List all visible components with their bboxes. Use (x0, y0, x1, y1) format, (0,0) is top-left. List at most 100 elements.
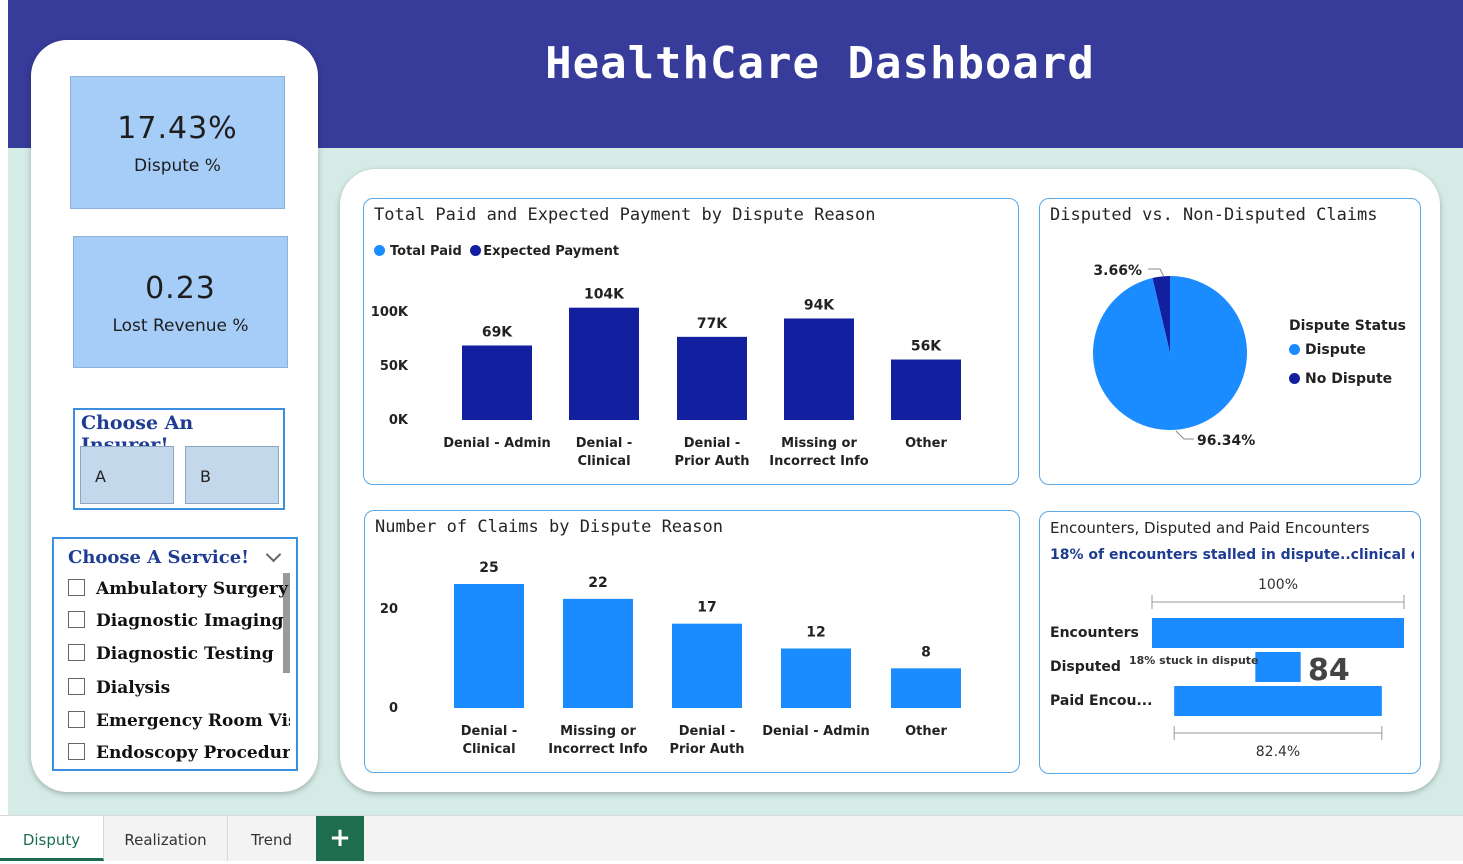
encounters-subtitle: 18% of encounters stalled in dispute..cl… (1050, 547, 1414, 563)
x-tick-label: Incorrect Info (548, 742, 648, 757)
pie-chart: 3.66% 96.34% (1093, 263, 1255, 449)
payment-chart-card: Total Paid and Expected Payment by Dispu… (363, 198, 1019, 485)
y-tick-label: 0 (389, 701, 398, 716)
tab-realization[interactable]: Realization (104, 816, 228, 861)
legend-label: Total Paid (390, 244, 462, 259)
service-slicer: Choose A Service! Ambulatory Surgery Dia… (52, 537, 298, 771)
checkbox[interactable] (68, 644, 85, 661)
y-tick-label: 100K (371, 305, 409, 320)
data-label: 3.66% (1093, 263, 1142, 279)
legend-item-total-paid[interactable]: Total Paid (374, 244, 462, 259)
bar (677, 336, 747, 420)
funnel-bar (1255, 652, 1301, 682)
bar (891, 668, 961, 708)
service-item-label: Diagnostic Imaging (96, 611, 284, 631)
data-label: 69K (482, 324, 513, 340)
y-tick-label: 50K (380, 359, 409, 374)
top-percent-label: 100% (1258, 577, 1298, 593)
pie-legend-title: Dispute Status (1289, 318, 1407, 334)
x-tick-label: Prior Auth (669, 742, 744, 757)
service-item[interactable]: Ambulatory Surgery (68, 579, 290, 603)
bottom-percent-label: 82.4% (1256, 744, 1300, 760)
service-item-label: Emergency Room Vis... (96, 711, 290, 731)
x-tick-label: Denial - (461, 724, 517, 739)
checkbox[interactable] (68, 711, 85, 728)
chevron-down-icon[interactable] (265, 546, 282, 563)
checkbox[interactable] (68, 579, 85, 596)
service-item-label: Diagnostic Testing (96, 644, 274, 664)
service-scrollbar[interactable] (283, 573, 290, 673)
data-label: 96.34% (1197, 433, 1255, 449)
legend-item-dispute[interactable]: Dispute (1289, 342, 1366, 358)
add-tab-button[interactable]: + (316, 816, 364, 861)
pie-chart-title: Disputed vs. Non-Disputed Claims (1050, 205, 1378, 225)
stuck-annotation: 18% stuck in dispute (1129, 654, 1259, 667)
payment-bar-chart: 0K 50K 100K 69K Denial - Admin 104K Denial - Cl… (371, 287, 961, 469)
data-label: 77K (697, 316, 728, 332)
kpi-value: 0.23 (145, 271, 216, 306)
pie-slice (1093, 276, 1247, 430)
x-tick-label: Other (905, 724, 947, 739)
legend-label: No Dispute (1305, 371, 1393, 387)
encounters-title: Encounters, Disputed and Paid Encounters (1050, 519, 1370, 537)
disputed-count-label: 84 (1308, 653, 1350, 688)
kpi-dispute-percent: 17.43% Dispute % (70, 76, 285, 209)
data-label: 8 (921, 644, 931, 660)
funnel-bar (1174, 686, 1382, 716)
x-tick-label: Denial - (576, 436, 632, 451)
legend-dot-icon (1289, 373, 1300, 384)
service-item[interactable]: Dialysis (68, 678, 290, 702)
x-tick-label: Denial - (679, 724, 735, 739)
payment-legend: Total Paid Expected Payment (374, 244, 619, 259)
legend-dot-icon (1289, 344, 1300, 355)
tab-disputy[interactable]: Disputy (0, 816, 104, 861)
bar (891, 359, 961, 420)
checkbox[interactable] (68, 611, 85, 628)
legend-label: Dispute (1305, 342, 1366, 358)
service-slicer-title: Choose A Service! (68, 547, 250, 568)
service-item[interactable]: Diagnostic Testing (68, 644, 290, 668)
kpi-value: 17.43% (117, 111, 238, 146)
bar (784, 318, 854, 420)
x-tick-label: Denial - (684, 436, 740, 451)
service-item[interactable]: Diagnostic Imaging (68, 611, 290, 635)
funnel-category-label: Disputed (1050, 659, 1121, 675)
legend-dot-icon (470, 245, 482, 256)
claims-chart-title: Number of Claims by Dispute Reason (375, 517, 723, 537)
legend-dot-icon (374, 245, 385, 256)
bar (454, 584, 524, 708)
bar (462, 345, 532, 420)
claims-chart-card: Number of Claims by Dispute Reason 0 20 25… (364, 510, 1020, 773)
service-item[interactable]: Endoscopy Procedures (68, 743, 290, 767)
insurer-option-b[interactable]: B (185, 446, 279, 504)
x-tick-label: Denial - Admin (443, 436, 551, 451)
service-item-label: Dialysis (96, 678, 171, 698)
checkbox[interactable] (68, 743, 85, 760)
legend-label: Expected Payment (483, 244, 620, 259)
dashboard-title: HealthCare Dashboard (545, 38, 1095, 89)
data-label: 17 (697, 600, 716, 616)
data-label: 22 (588, 575, 607, 591)
funnel-bar (1152, 618, 1404, 648)
data-label: 94K (804, 297, 835, 313)
legend-item-expected-payment[interactable]: Expected Payment (470, 244, 619, 259)
encounters-card: Encounters, Disputed and Paid Encounters… (1039, 511, 1421, 774)
service-item[interactable]: Emergency Room Vis... (68, 711, 290, 735)
pie-chart-card: Disputed vs. Non-Disputed Claims 3.66% 96… (1039, 198, 1421, 485)
x-tick-label: Clinical (462, 742, 515, 757)
bar (672, 623, 742, 708)
x-tick-label: Prior Auth (674, 454, 749, 469)
funnel-category-label: Encounters (1050, 625, 1139, 641)
x-tick-label: Other (905, 436, 947, 451)
data-label: 104K (584, 287, 625, 303)
insurer-option-a[interactable]: A (80, 446, 174, 504)
service-item-label: Ambulatory Surgery (96, 579, 288, 599)
service-item-label: Endoscopy Procedures (96, 743, 290, 763)
checkbox[interactable] (68, 678, 85, 695)
data-label: 56K (911, 339, 942, 355)
legend-item-no-dispute[interactable]: No Dispute (1289, 371, 1392, 387)
data-label: 12 (806, 624, 825, 640)
x-tick-label: Missing or (781, 436, 857, 451)
tab-trend[interactable]: Trend (227, 816, 317, 861)
payment-chart-title: Total Paid and Expected Payment by Dispu… (374, 205, 876, 225)
